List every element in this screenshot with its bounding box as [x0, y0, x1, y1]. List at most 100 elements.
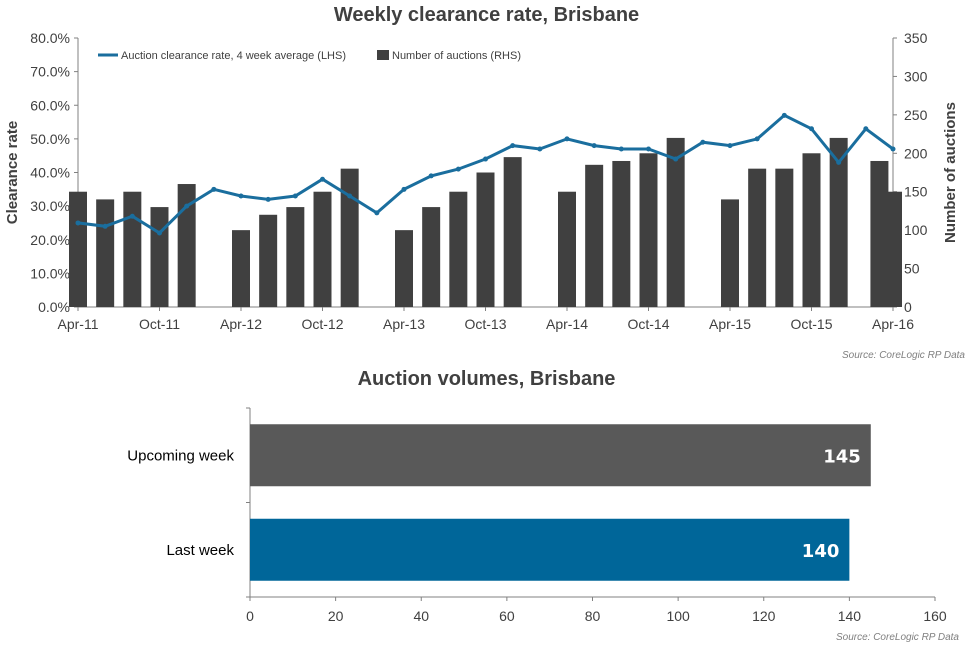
auction-count-bar	[721, 199, 739, 307]
bar-chart-x-tick-label: 60	[499, 608, 515, 624]
clearance-rate-point	[292, 193, 298, 199]
auction-count-bar	[748, 168, 767, 307]
bar-chart-x-tick-label: 80	[585, 608, 601, 624]
clearance-rate-point	[455, 166, 461, 172]
x-tick-label: Oct-11	[139, 316, 180, 332]
auction-count-bar	[422, 207, 441, 307]
auction-count-bar	[150, 207, 169, 307]
bar-category-label: Last week	[166, 542, 234, 559]
bar-chart-x-tick-label: 20	[328, 608, 344, 624]
bar-value-label: 140	[802, 541, 840, 562]
auction-count-bar	[666, 137, 685, 307]
clearance-rate-point	[754, 136, 760, 142]
x-tick-label: Apr-15	[709, 316, 751, 332]
auction-count-bar	[259, 214, 278, 307]
auction-count-bar	[69, 191, 87, 307]
auction-count-bar	[476, 172, 495, 307]
clearance-rate-point	[781, 112, 787, 118]
clearance-rate-point	[700, 139, 706, 145]
legend-bar-label: Number of auctions (RHS)	[392, 50, 521, 62]
clearance-rate-point	[564, 136, 570, 142]
clearance-rate-point	[836, 159, 842, 165]
auction-count-bar	[503, 157, 522, 307]
y2-tick-label: 200	[904, 145, 928, 161]
x-tick-label: Apr-16	[872, 316, 914, 332]
auction-count-bar	[96, 199, 115, 307]
y2-axis-title: Number of auctions	[942, 102, 959, 243]
bar-chart-x-tick-label: 120	[752, 608, 776, 624]
clearance-rate-point	[184, 203, 190, 209]
clearance-rate-point	[75, 220, 81, 226]
bar-chart-x-tick-label: 160	[923, 608, 947, 624]
clearance-rate-point	[809, 126, 814, 132]
clearance-rate-point	[673, 156, 679, 162]
auction-count-bar	[884, 191, 902, 307]
clearance-rate-point	[238, 193, 244, 199]
auction-count-bar	[123, 191, 142, 307]
auction-count-bar	[775, 168, 794, 307]
y2-tick-label: 50	[904, 261, 920, 277]
clearance-rate-point	[863, 126, 869, 132]
y-tick-label: 80.0%	[30, 30, 70, 46]
auction-count-bar	[585, 164, 604, 307]
auction-count-bar	[232, 230, 250, 307]
clearance-rate-point	[374, 210, 380, 216]
auction-volume-bar	[250, 424, 871, 487]
clearance-rate-point	[727, 143, 733, 149]
x-tick-label: Oct-15	[790, 316, 832, 332]
auction-count-bar	[870, 160, 889, 307]
y2-tick-label: 350	[904, 30, 928, 46]
x-tick-label: Apr-12	[220, 316, 262, 332]
bar-chart-x-tick-label: 140	[838, 608, 862, 624]
auction-count-bar	[829, 137, 848, 307]
chart2-title: Auction volumes, Brisbane	[357, 368, 616, 390]
clearance-rate-point	[102, 223, 108, 229]
bar-chart-x-tick-label: 40	[413, 608, 429, 624]
clearance-rate-point	[646, 146, 651, 152]
auction-count-bar	[802, 153, 821, 307]
bar-value-label: 145	[823, 446, 861, 467]
chart2-source: Source: CoreLogic RP Data	[835, 632, 959, 643]
clearance-rate-point	[890, 146, 896, 152]
auction-count-bar	[177, 184, 196, 307]
y-tick-label: 20.0%	[30, 232, 70, 248]
legend-line-label: Auction clearance rate, 4 week average (…	[121, 50, 346, 62]
x-tick-label: Apr-11	[58, 316, 99, 332]
clearance-rate-point	[591, 143, 597, 149]
clearance-rate-point	[320, 176, 325, 182]
y-tick-label: 40.0%	[30, 165, 70, 181]
chart1-source: Source: CoreLogic RP Data	[841, 350, 965, 361]
y-tick-label: 50.0%	[30, 131, 70, 147]
bar-chart-x-tick-label: 100	[666, 608, 690, 624]
y2-tick-label: 100	[904, 222, 928, 238]
clearance-rate-point	[483, 156, 488, 162]
y2-tick-label: 250	[904, 107, 928, 123]
clearance-rate-point	[618, 146, 624, 152]
y-tick-label: 30.0%	[30, 198, 70, 214]
x-tick-label: Oct-13	[464, 316, 506, 332]
y-tick-label: 0.0%	[38, 299, 70, 315]
bar-category-label: Upcoming week	[127, 447, 234, 464]
y-tick-label: 10.0%	[30, 265, 70, 281]
clearance-rate-point	[157, 230, 162, 236]
y-tick-label: 60.0%	[30, 97, 70, 113]
x-tick-label: Oct-12	[301, 316, 343, 332]
legend-bar-swatch	[377, 50, 389, 60]
clearance-rate-point	[428, 173, 434, 179]
clearance-rate-point	[265, 196, 271, 202]
clearance-rate-point	[347, 193, 353, 199]
x-tick-label: Apr-14	[546, 316, 588, 332]
clearance-rate-point	[510, 143, 516, 149]
auction-count-bar	[340, 168, 359, 307]
bar-chart-x-tick-label: 0	[246, 608, 254, 624]
auction-count-bar	[286, 207, 305, 307]
clearance-rate-point	[401, 186, 407, 192]
auction-count-bar	[313, 191, 332, 307]
auction-count-bar	[449, 191, 468, 307]
y2-tick-label: 150	[904, 184, 928, 200]
clearance-rate-point	[129, 213, 135, 219]
y2-tick-label: 0	[904, 299, 912, 315]
x-tick-label: Apr-13	[383, 316, 425, 332]
clearance-rate-point	[537, 146, 543, 152]
